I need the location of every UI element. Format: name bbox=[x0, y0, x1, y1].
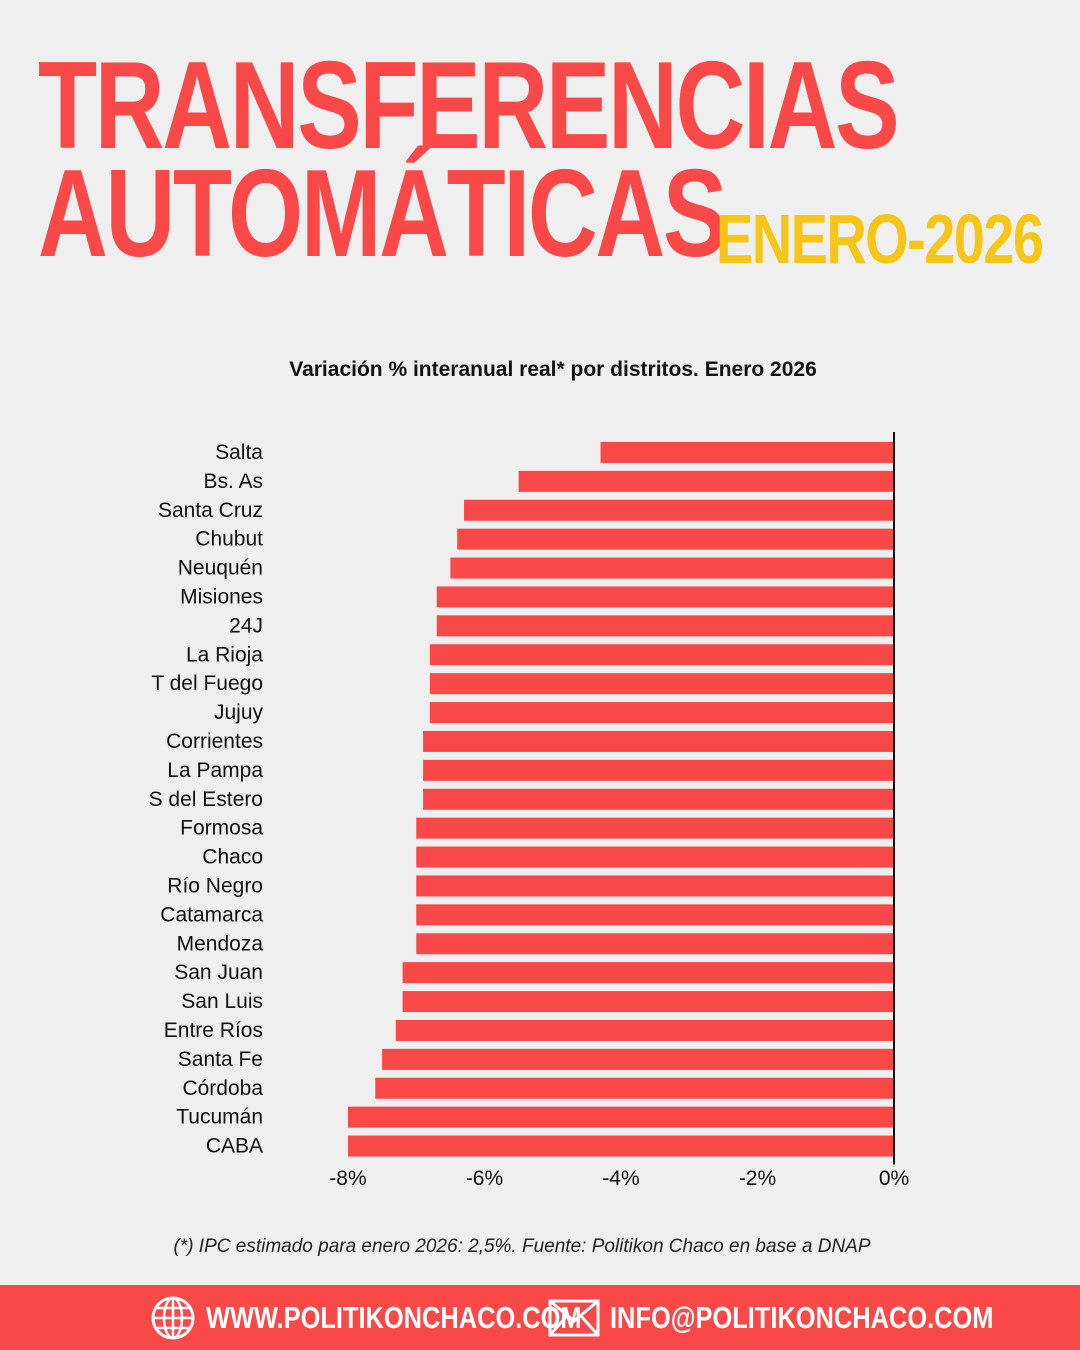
bar bbox=[402, 991, 894, 1013]
category-label: S del Estero bbox=[149, 788, 263, 811]
bar bbox=[436, 586, 894, 608]
bar bbox=[450, 557, 894, 579]
category-label: CABA bbox=[206, 1135, 263, 1158]
chart-title: Variación % interanual real* por distrit… bbox=[289, 358, 817, 381]
category-label: T del Fuego bbox=[151, 672, 263, 695]
bar bbox=[395, 1019, 894, 1041]
x-tick-label: -2% bbox=[739, 1167, 776, 1190]
bar bbox=[416, 817, 894, 839]
globe-icon bbox=[151, 1296, 195, 1339]
bar bbox=[375, 1077, 894, 1099]
category-label: Neuquén bbox=[178, 557, 263, 580]
footer-bar: WWW.POLITIKONCHACO.COM INFO@POLITIKONCHA… bbox=[0, 1285, 1080, 1350]
category-label: Tucumán bbox=[176, 1106, 263, 1129]
x-tick-label: -8% bbox=[329, 1167, 366, 1190]
bar-chart: Salta Bs. As Santa Cruz Chubut Neuquén Mision… bbox=[149, 432, 909, 1190]
category-label: La Pampa bbox=[167, 759, 263, 782]
category-label: Catamarca bbox=[160, 903, 263, 926]
category-label: Entre Ríos bbox=[164, 1019, 263, 1042]
category-label: Río Negro bbox=[167, 874, 263, 897]
bar bbox=[429, 673, 894, 695]
category-label: Bs. As bbox=[203, 470, 263, 493]
bar bbox=[423, 730, 894, 752]
date-tag: ENERO-2026 bbox=[716, 200, 1044, 278]
bar bbox=[423, 788, 894, 810]
bar bbox=[348, 1106, 894, 1128]
category-label: Jujuy bbox=[214, 701, 264, 724]
bar bbox=[416, 933, 894, 955]
website-text: WWW.POLITIKONCHACO.COM bbox=[206, 1299, 582, 1335]
bar bbox=[416, 904, 894, 926]
bar bbox=[464, 499, 894, 521]
page-title: TRANSFERENCIAS AUTOMÁTICAS bbox=[38, 37, 1080, 283]
bar bbox=[436, 615, 894, 637]
category-label: San Luis bbox=[181, 990, 263, 1013]
email-link[interactable]: INFO@POLITIKONCHACO.COM bbox=[548, 1285, 1078, 1350]
category-label: Corrientes bbox=[166, 730, 263, 753]
x-tick-label: -4% bbox=[602, 1167, 639, 1190]
footnote: (*) IPC estimado para enero 2026: 2,5%. … bbox=[173, 1236, 871, 1257]
bar bbox=[429, 702, 894, 724]
category-label: Córdoba bbox=[182, 1077, 263, 1100]
bar bbox=[348, 1135, 894, 1157]
category-label: 24J bbox=[229, 614, 263, 637]
title-line-1: TRANSFERENCIAS bbox=[38, 37, 900, 175]
bar bbox=[382, 1048, 894, 1070]
x-tick-label: 0% bbox=[879, 1167, 909, 1190]
category-label: Santa Fe bbox=[178, 1048, 263, 1071]
category-label: Chubut bbox=[195, 528, 263, 551]
bar bbox=[416, 875, 894, 897]
bar bbox=[457, 528, 894, 550]
x-tick-label: -6% bbox=[466, 1167, 503, 1190]
category-label: Salta bbox=[215, 441, 263, 464]
category-label: Santa Cruz bbox=[158, 499, 263, 522]
category-label: Chaco bbox=[202, 846, 263, 869]
category-label: San Juan bbox=[174, 961, 263, 984]
bar bbox=[600, 441, 894, 463]
category-label: Misiones bbox=[180, 585, 263, 608]
website-link[interactable]: WWW.POLITIKONCHACO.COM bbox=[150, 1285, 664, 1350]
title-line-2: AUTOMÁTICAS bbox=[38, 145, 727, 283]
bar bbox=[423, 759, 894, 781]
category-label: Formosa bbox=[180, 817, 263, 840]
category-label: Mendoza bbox=[177, 932, 264, 955]
bar bbox=[429, 644, 894, 666]
bar bbox=[518, 470, 894, 492]
bar bbox=[416, 846, 894, 868]
bar bbox=[402, 962, 894, 984]
email-text: INFO@POLITIKONCHACO.COM bbox=[610, 1299, 994, 1335]
category-label: La Rioja bbox=[186, 643, 263, 666]
envelope-icon bbox=[548, 1299, 600, 1336]
